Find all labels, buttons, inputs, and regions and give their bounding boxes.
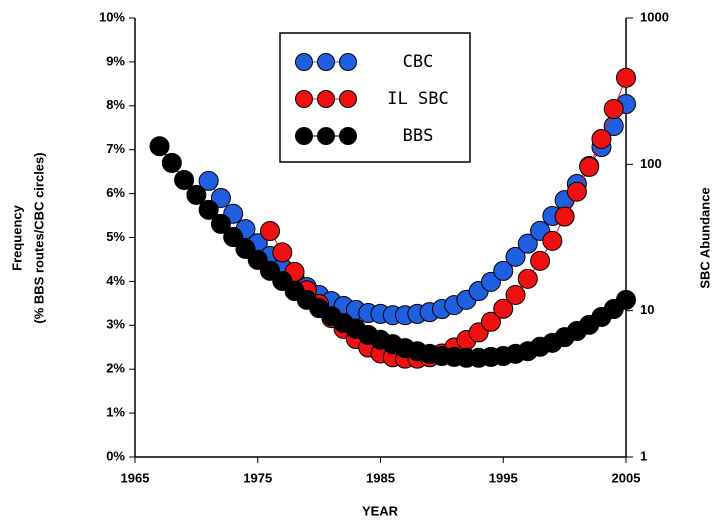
y-tick-label: 4%: [106, 273, 125, 288]
point: [149, 136, 170, 157]
point: [530, 250, 551, 271]
legend-marker: [339, 90, 357, 108]
point: [616, 289, 636, 310]
y-axis-label: (% BBS routes/CBC circles): [31, 152, 46, 323]
point: [198, 199, 219, 220]
point: [198, 170, 219, 191]
point: [210, 187, 231, 208]
point: [161, 152, 182, 173]
y2-tick-label: 1000: [640, 9, 669, 24]
legend-marker: [295, 53, 313, 71]
y-tick-label: 3%: [106, 317, 125, 332]
y2-tick-label: 1: [640, 448, 647, 463]
legend-marker: [339, 53, 357, 71]
y2-tick-label: 10: [640, 302, 654, 317]
point: [603, 98, 624, 119]
x-tick-label: 1985: [366, 470, 395, 485]
point: [566, 181, 587, 202]
x-tick-label: 1975: [243, 470, 272, 485]
point: [493, 260, 514, 281]
point: [505, 284, 526, 305]
legend-marker: [317, 53, 335, 71]
point: [579, 156, 600, 177]
y-axis-label: Frequency: [9, 204, 24, 271]
point: [223, 227, 244, 248]
legend-label: IL SBC: [387, 89, 448, 109]
point: [186, 184, 207, 205]
legend-marker: [317, 90, 335, 108]
x-tick-label: 1995: [489, 470, 518, 485]
y-tick-label: 9%: [106, 53, 125, 68]
x-tick-label: 2005: [612, 470, 641, 485]
y-tick-label: 1%: [106, 405, 125, 420]
point: [616, 67, 636, 88]
point: [591, 128, 612, 149]
point: [505, 246, 526, 267]
y2-axis-label: SBC Abundance: [697, 187, 712, 288]
point: [210, 213, 231, 234]
legend-marker: [317, 127, 335, 145]
legend-label: CBC: [403, 52, 434, 72]
point: [272, 242, 293, 263]
point: [493, 298, 514, 319]
legend-label: BBS: [403, 126, 434, 146]
point: [260, 221, 281, 242]
y-tick-label: 6%: [106, 185, 125, 200]
x-axis-label: YEAR: [362, 503, 399, 518]
y-tick-label: 5%: [106, 229, 125, 244]
point: [480, 311, 501, 332]
point: [174, 169, 195, 190]
series-line: [159, 145, 627, 359]
point: [517, 233, 538, 254]
point: [517, 268, 538, 289]
legend-marker: [339, 127, 357, 145]
y-tick-label: 8%: [106, 97, 125, 112]
x-tick-label: 1965: [121, 470, 150, 485]
legend-marker: [295, 90, 313, 108]
point: [542, 230, 563, 251]
y-tick-label: 2%: [106, 361, 125, 376]
y-tick-label: 0%: [106, 448, 125, 463]
y-tick-label: 7%: [106, 141, 125, 156]
point: [554, 206, 575, 227]
legend-marker: [295, 127, 313, 145]
y2-tick-label: 100: [640, 156, 662, 171]
y-tick-label: 10%: [99, 9, 125, 24]
